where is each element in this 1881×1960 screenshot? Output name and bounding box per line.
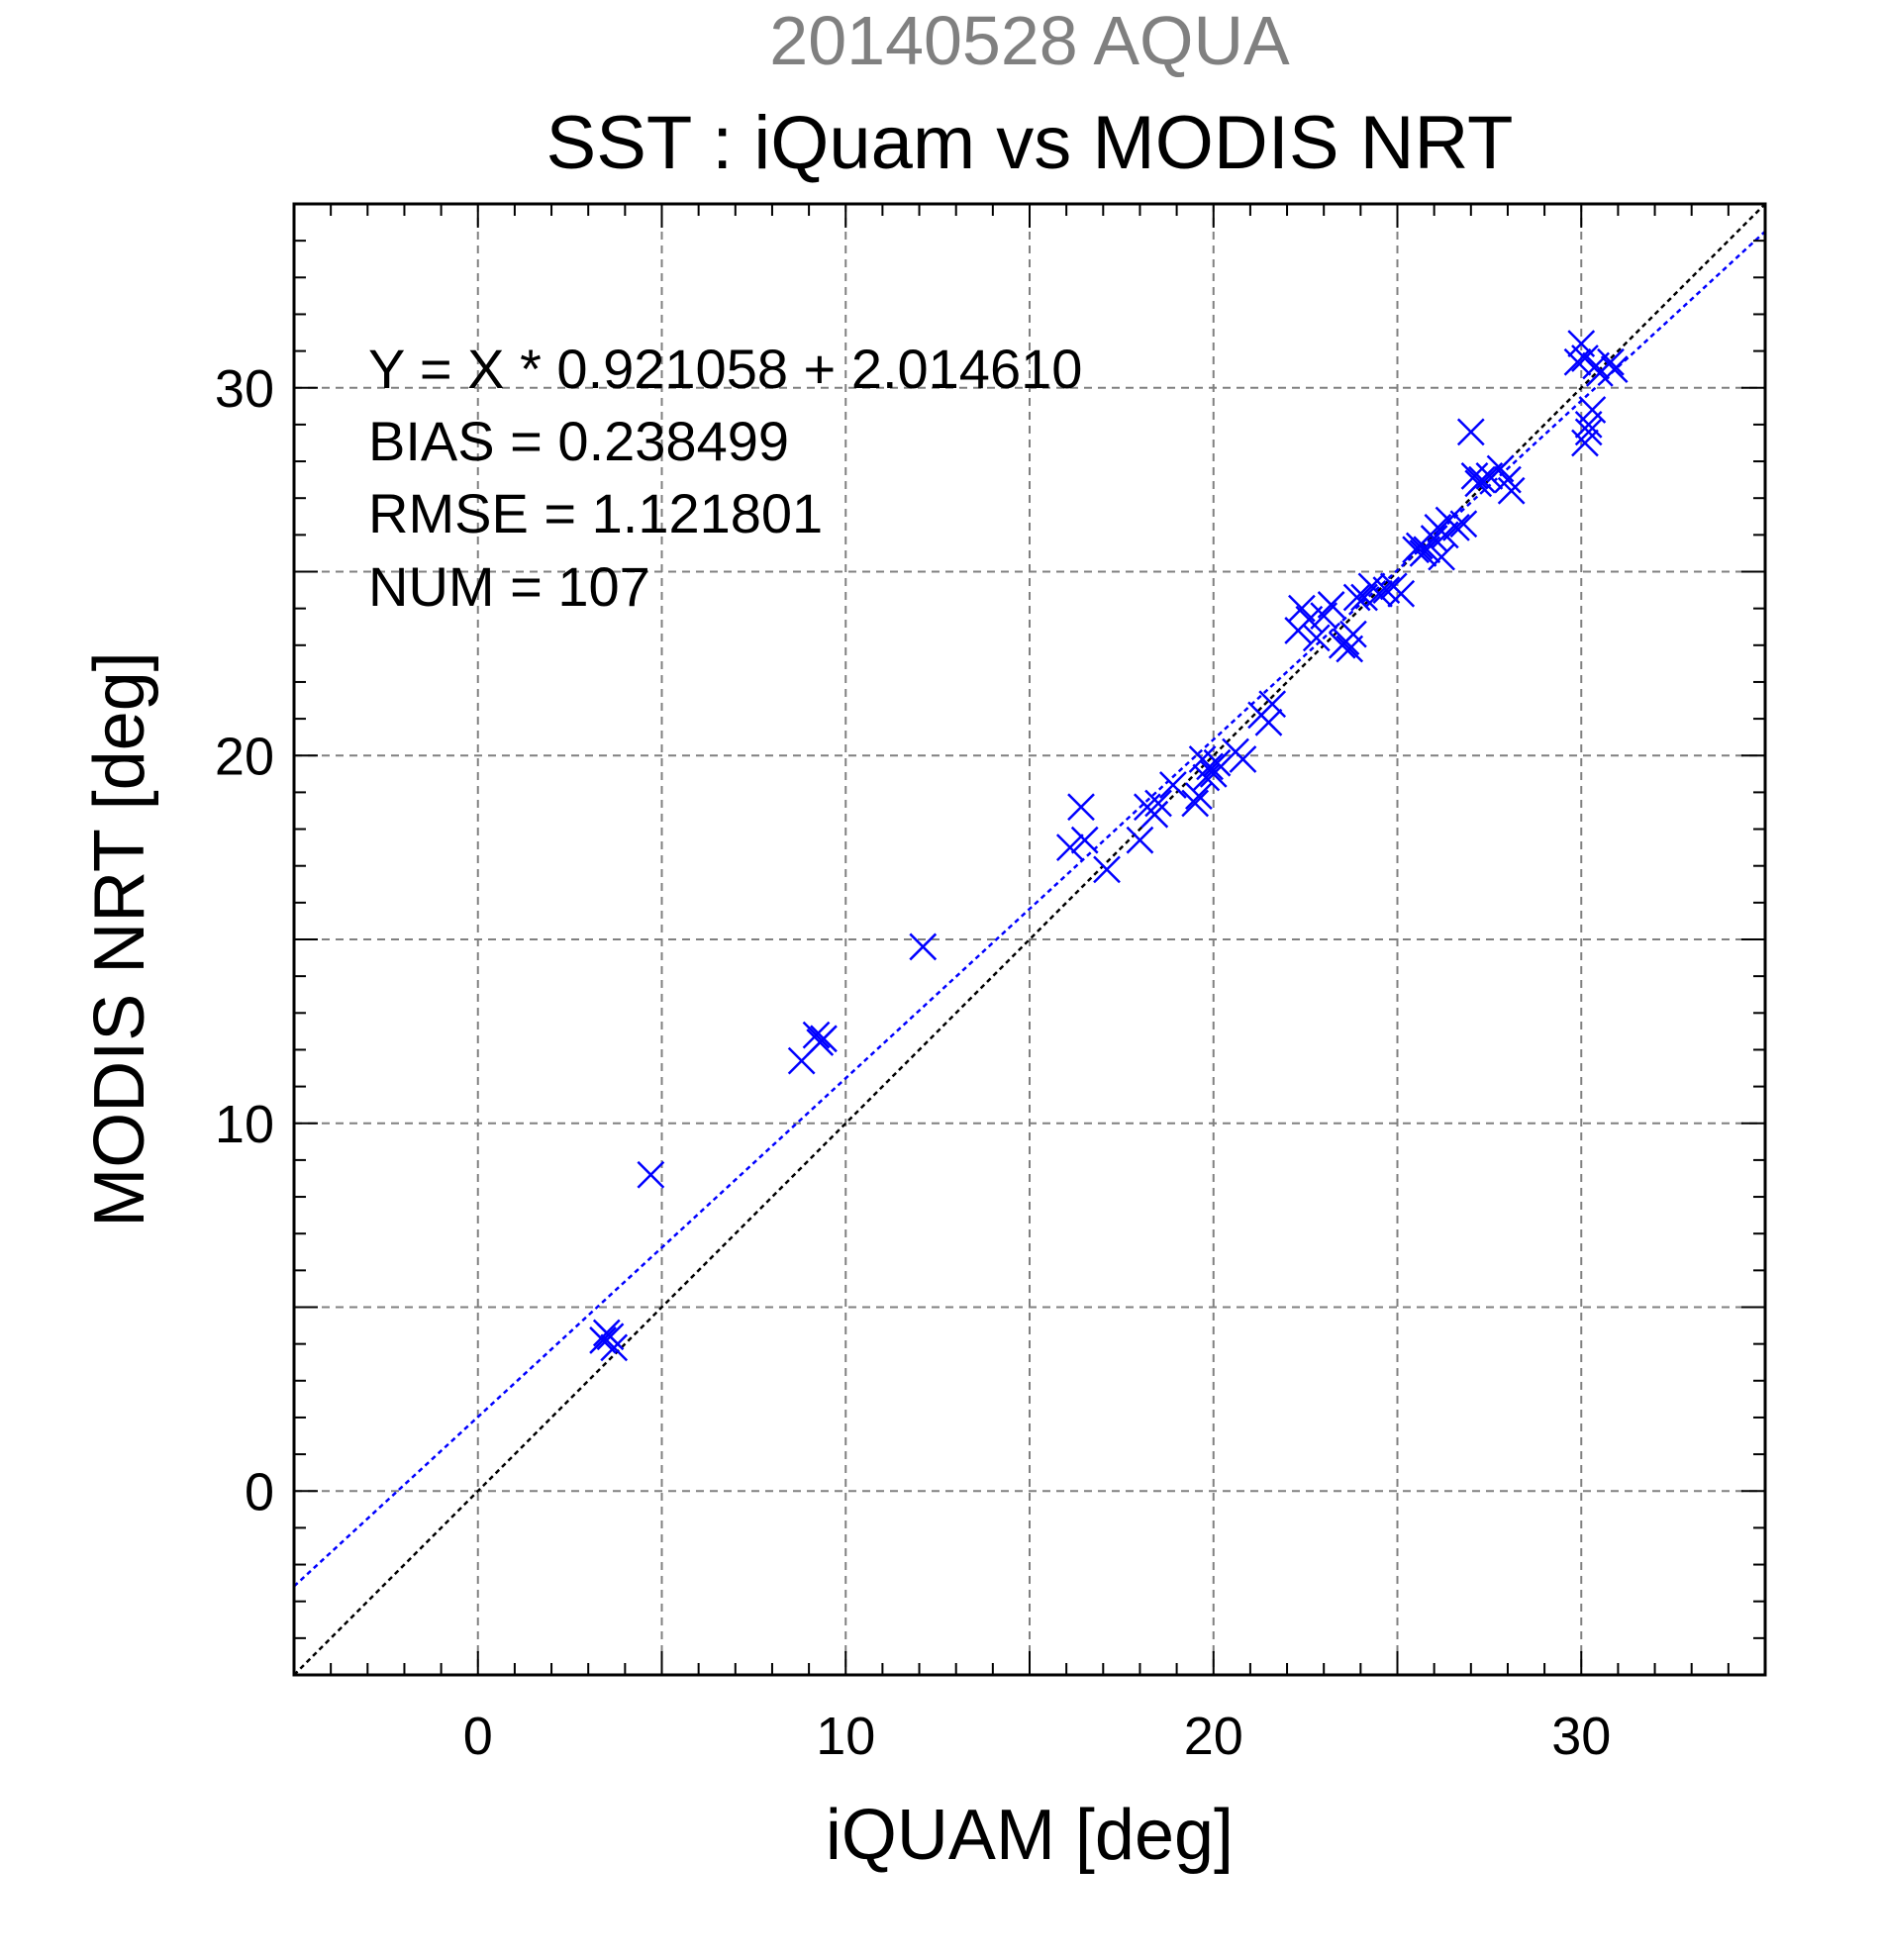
data-point [1159, 771, 1187, 799]
data-points [589, 330, 1629, 1362]
y-axis-label: MODIS NRT [deg] [80, 651, 159, 1227]
data-point [802, 1021, 831, 1049]
data-point [1468, 465, 1496, 494]
data-point [1571, 429, 1599, 457]
axis-ticks: 0 0 10 10 20 20 30 30 [215, 203, 1766, 1766]
data-point [1302, 624, 1331, 652]
data-point [1258, 690, 1287, 719]
x-tick-label: 20 [1184, 1707, 1243, 1766]
annotation-num: NUM = 107 [368, 555, 650, 618]
data-point [1070, 826, 1099, 854]
annotation-rmse: RMSE = 1.121801 [368, 482, 823, 544]
data-point [1181, 789, 1210, 818]
annotation-fit-equation: Y = X * 0.921058 + 2.014610 [368, 338, 1082, 400]
reference-lines [293, 203, 1766, 1676]
data-point [596, 1323, 625, 1351]
data-point [1317, 591, 1345, 619]
data-point [1387, 579, 1416, 608]
data-point [1229, 745, 1257, 773]
data-point [1144, 789, 1172, 818]
data-point [1185, 782, 1213, 810]
x-tick-label: 30 [1551, 1707, 1611, 1766]
chart-title: SST : iQuam vs MODIS NRT [546, 101, 1514, 185]
data-point [1442, 514, 1470, 541]
data-point [1597, 347, 1625, 376]
data-point [1600, 355, 1629, 384]
grid [294, 204, 1765, 1675]
annotation-bias: BIAS = 0.238499 [368, 410, 789, 472]
data-point [1494, 465, 1522, 494]
data-point [1126, 826, 1154, 854]
y-tick-label: 20 [215, 727, 274, 786]
y-tick-label: 10 [215, 1095, 274, 1154]
data-point [1199, 759, 1228, 788]
data-point [1067, 793, 1095, 822]
data-point [1365, 579, 1393, 608]
data-point [1342, 583, 1371, 612]
data-point [1196, 752, 1224, 781]
data-point [1192, 763, 1221, 792]
data-point [600, 1333, 629, 1362]
data-point [637, 1160, 665, 1189]
data-point [1203, 748, 1232, 777]
data-point [1055, 833, 1084, 862]
data-point [909, 932, 938, 961]
x-tick-label: 0 [463, 1707, 493, 1766]
x-tick-label: 10 [816, 1707, 875, 1766]
chart-supertitle: 20140528 AQUA [769, 2, 1290, 79]
data-point [1578, 396, 1607, 424]
data-point [1428, 542, 1455, 571]
data-point [1420, 525, 1448, 552]
data-point [810, 1025, 838, 1053]
data-point [1563, 347, 1592, 376]
data-point [1456, 418, 1485, 446]
data-point [1339, 620, 1367, 648]
y-tick-label: 0 [245, 1462, 274, 1521]
fit-statistics: Y = X * 0.921058 + 2.014610 BIAS = 0.238… [368, 338, 1082, 618]
data-point [1254, 708, 1283, 736]
x-axis-label: iQUAM [deg] [826, 1796, 1234, 1875]
reference-line [293, 230, 1766, 1588]
data-point [1497, 476, 1526, 505]
data-point [1093, 855, 1121, 884]
plot-frame [292, 202, 1767, 1677]
data-point [1449, 510, 1478, 539]
data-point [1140, 800, 1169, 829]
data-point [1574, 418, 1603, 446]
y-tick-label: 30 [215, 359, 274, 419]
data-point [1460, 462, 1489, 490]
